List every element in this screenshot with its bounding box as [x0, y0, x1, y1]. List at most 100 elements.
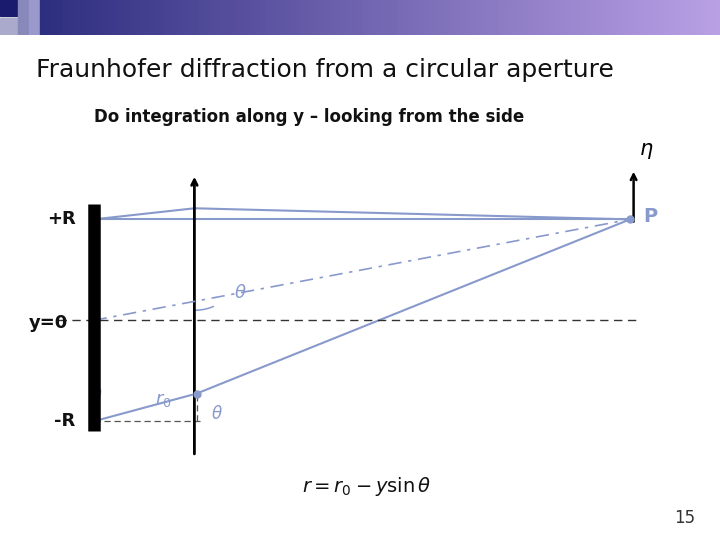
Bar [391, 0, 397, 35]
Bar [408, 0, 415, 35]
Bar [227, 0, 233, 35]
Bar [164, 0, 171, 35]
Bar [465, 0, 472, 35]
Text: $\eta$: $\eta$ [639, 141, 654, 161]
Bar [374, 0, 380, 35]
Bar [527, 0, 534, 35]
Bar [397, 0, 403, 35]
Bar [539, 0, 545, 35]
Bar [73, 0, 80, 35]
Bar [136, 0, 143, 35]
Bar [68, 0, 74, 35]
Bar [142, 0, 148, 35]
Bar [402, 0, 409, 35]
Bar [510, 0, 516, 35]
Text: 15: 15 [674, 509, 695, 528]
Bar [204, 0, 210, 35]
Bar [312, 0, 318, 35]
Bar [612, 0, 618, 35]
Text: $r_0$: $r_0$ [155, 391, 171, 409]
Text: $\theta$: $\theta$ [211, 404, 222, 423]
Bar [130, 0, 137, 35]
Bar [102, 0, 108, 35]
Bar [294, 0, 301, 35]
Bar [91, 0, 97, 35]
Bar [698, 0, 703, 35]
Bar [385, 0, 392, 35]
Bar [249, 0, 256, 35]
Text: -R: -R [54, 413, 76, 430]
Bar [221, 0, 228, 35]
Bar [238, 0, 245, 35]
Bar [318, 0, 324, 35]
Bar [420, 0, 426, 35]
Bar [261, 0, 267, 35]
Bar [284, 0, 290, 35]
Bar [272, 0, 279, 35]
Bar [255, 0, 261, 35]
Bar [533, 0, 539, 35]
Bar [448, 0, 454, 35]
Bar [0, 17, 18, 35]
Bar [306, 0, 312, 35]
Bar [601, 0, 607, 35]
Text: P: P [643, 207, 657, 226]
Bar [170, 0, 176, 35]
Bar [663, 0, 670, 35]
Bar [476, 0, 482, 35]
Bar [181, 0, 188, 35]
Bar [233, 0, 239, 35]
Bar [454, 0, 460, 35]
Bar [544, 0, 551, 35]
Bar [680, 0, 687, 35]
Bar [499, 0, 505, 35]
Bar [516, 0, 522, 35]
Bar [40, 0, 46, 35]
Bar [18, 0, 29, 35]
Bar [187, 0, 194, 35]
Bar [363, 0, 369, 35]
Bar [113, 0, 120, 35]
Text: y=0: y=0 [29, 314, 68, 332]
Bar [505, 0, 511, 35]
Bar [278, 0, 284, 35]
Bar [493, 0, 500, 35]
Bar [51, 0, 58, 35]
Bar [108, 0, 114, 35]
Bar [550, 0, 557, 35]
Bar [380, 0, 386, 35]
Bar [635, 0, 642, 35]
Bar [562, 0, 567, 35]
Bar [125, 0, 131, 35]
Bar [351, 0, 358, 35]
Bar [618, 0, 624, 35]
Bar [193, 0, 199, 35]
Bar [629, 0, 636, 35]
Bar [459, 0, 466, 35]
Bar [692, 0, 698, 35]
Text: $\theta$: $\theta$ [90, 387, 103, 405]
Bar [210, 0, 216, 35]
Bar [215, 0, 222, 35]
Bar [357, 0, 364, 35]
Bar [289, 0, 295, 35]
Bar [176, 0, 182, 35]
Bar [471, 0, 477, 35]
Bar [590, 0, 596, 35]
Bar [62, 0, 68, 35]
Bar [436, 0, 443, 35]
Bar [647, 0, 652, 35]
Text: Fraunhofer diffraction from a circular aperture: Fraunhofer diffraction from a circular a… [36, 58, 614, 82]
Bar [45, 0, 52, 35]
Bar [329, 0, 336, 35]
Bar [584, 0, 590, 35]
Bar [431, 0, 437, 35]
Bar [340, 0, 346, 35]
Text: +R: +R [47, 211, 76, 228]
Text: $r = r_0 - y\sin\theta$: $r = r_0 - y\sin\theta$ [302, 476, 432, 498]
Bar [442, 0, 449, 35]
Bar [243, 0, 250, 35]
Bar [624, 0, 630, 35]
Text: $\theta$: $\theta$ [234, 284, 247, 302]
Bar [578, 0, 585, 35]
